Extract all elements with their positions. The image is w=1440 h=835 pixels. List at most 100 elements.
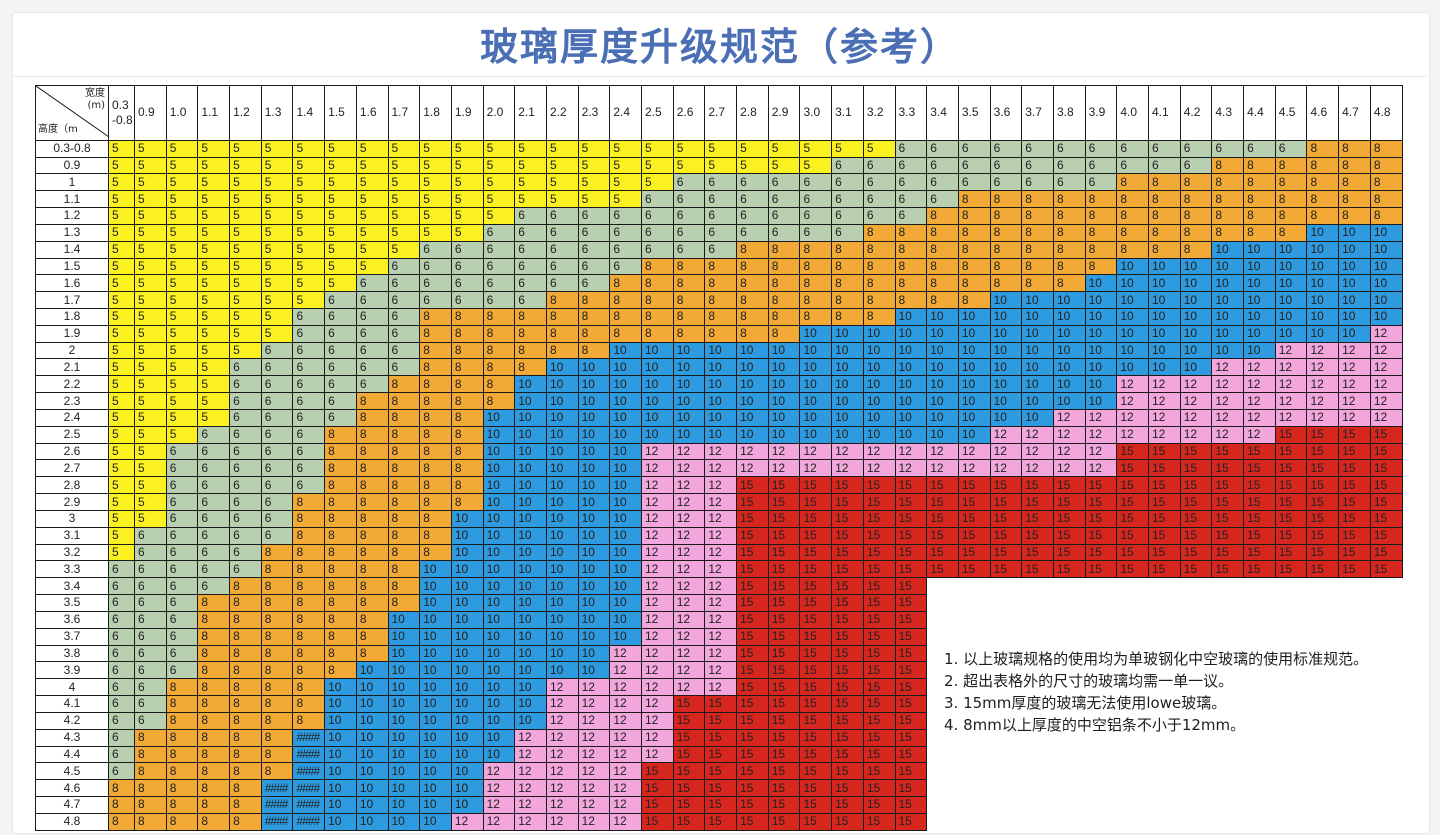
thickness-cell: 10 — [1338, 307, 1371, 326]
thickness-cell: 15 — [894, 762, 928, 781]
empty-cell — [1211, 796, 1244, 814]
width-header: 1.4 — [292, 85, 326, 141]
empty-cell — [1243, 678, 1276, 696]
thickness-cell: 8 — [926, 207, 959, 225]
thickness-cell: 8 — [1211, 190, 1245, 209]
thickness-cell: 6 — [292, 459, 326, 478]
thickness-cell: 6 — [229, 392, 262, 410]
thickness-cell: 12 — [1021, 459, 1054, 478]
thickness-cell: 8 — [514, 324, 547, 343]
thickness-cell: 8 — [672, 307, 706, 326]
thickness-cell: 10 — [609, 610, 642, 629]
empty-cell — [1053, 645, 1086, 662]
empty-cell — [990, 628, 1022, 646]
empty-cell — [1180, 729, 1212, 747]
thickness-cell: 5 — [292, 173, 326, 192]
thickness-cell: 6 — [482, 291, 516, 309]
thickness-cell: 10 — [736, 358, 769, 377]
thickness-cell: 10 — [387, 695, 421, 713]
thickness-cell: 15 — [926, 509, 959, 528]
thickness-cell: 8 — [926, 274, 959, 293]
thickness-cell: 8 — [387, 560, 421, 579]
width-header: 4.7 — [1338, 85, 1371, 141]
thickness-cell: 8 — [799, 274, 833, 293]
thickness-cell: 6 — [134, 526, 167, 545]
empty-cell — [1243, 813, 1276, 831]
thickness-cell: 12 — [577, 762, 611, 781]
height-label: 3.4 — [35, 577, 109, 596]
thickness-cell: 5 — [165, 139, 199, 158]
thickness-cell: 8 — [894, 291, 928, 309]
thickness-cell: 15 — [767, 594, 801, 612]
thickness-cell: 8 — [926, 257, 959, 276]
thickness-cell: 6 — [108, 661, 135, 680]
thickness-cell: 15 — [1338, 476, 1371, 495]
thickness-cell: 10 — [641, 358, 674, 377]
thickness-cell: 15 — [989, 493, 1023, 511]
height-label: 1.7 — [35, 291, 109, 309]
empty-cell — [1116, 779, 1149, 797]
thickness-cell: 8 — [450, 341, 484, 360]
thickness-cell: 15 — [1338, 509, 1371, 528]
thickness-cell: 5 — [355, 190, 389, 209]
thickness-cell: 8 — [1179, 173, 1213, 192]
table-row: 2.1 5 5 5 5 6 6 6 6 6 6 8 8 8 8 10 10 10 10 10 10 10 10 10 10 10 1… — [35, 358, 1403, 377]
thickness-cell: 15 — [831, 711, 864, 730]
thickness-cell: 10 — [831, 341, 864, 360]
thickness-cell: 10 — [704, 425, 738, 444]
thickness-cell: 10 — [482, 476, 516, 495]
thickness-cell: 15 — [1021, 560, 1054, 579]
thickness-cell: 10 — [577, 375, 611, 394]
thickness-cell: 15 — [736, 509, 769, 528]
thickness-cell: 8 — [324, 594, 357, 612]
thickness-cell: 10 — [1021, 291, 1054, 309]
empty-cell — [1053, 661, 1086, 679]
thickness-cell: 10 — [387, 644, 421, 663]
thickness-cell: 8 — [1243, 190, 1276, 209]
thickness-cell: 15 — [831, 594, 864, 612]
thickness-cell: 15 — [1306, 459, 1340, 478]
empty-cell — [1085, 611, 1117, 629]
thickness-cell: 10 — [1148, 324, 1181, 343]
thickness-cell: 6 — [1084, 139, 1118, 158]
thickness-cell: 15 — [1211, 459, 1245, 478]
empty-cell — [1116, 796, 1149, 814]
thickness-cell: 8 — [545, 341, 579, 360]
thickness-cell: 8 — [292, 711, 326, 730]
thickness-cell: 10 — [514, 711, 547, 730]
table-row: 4.8 8 8 8 8 8 #### #### 10 10 10 10 12 12 12 12 12 12 15 15… — [35, 812, 1402, 832]
thickness-cell: 8 — [672, 324, 706, 343]
thickness-cell: 15 — [862, 577, 896, 596]
empty-cell — [1306, 594, 1339, 612]
thickness-cell: 10 — [1084, 341, 1118, 360]
thickness-cell: 15 — [862, 560, 896, 579]
thickness-cell: 15 — [767, 695, 801, 713]
empty-cell — [1370, 628, 1402, 646]
thickness-cell: 5 — [229, 207, 262, 225]
thickness-cell: 10 — [355, 779, 389, 797]
thickness-cell: 8 — [197, 627, 231, 646]
thickness-cell: 15 — [736, 594, 769, 612]
empty-cell — [1053, 796, 1086, 814]
thickness-cell: 15 — [989, 543, 1023, 562]
empty-cell — [1148, 779, 1181, 797]
empty-cell — [1180, 695, 1212, 713]
thickness-cell: 6 — [419, 274, 452, 293]
thickness-cell: 15 — [862, 796, 896, 814]
thickness-cell: 5 — [260, 173, 294, 192]
thickness-cell: 10 — [1369, 307, 1403, 326]
thickness-cell: 12 — [545, 779, 579, 797]
thickness-cell: 15 — [894, 644, 928, 663]
thickness-cell: 15 — [672, 745, 706, 764]
thickness-cell: 15 — [736, 560, 769, 579]
empty-cell — [990, 577, 1022, 595]
thickness-cell: 10 — [1052, 324, 1086, 343]
notes: 1. 以上玻璃规格的使用均为单玻钢化中空玻璃的使用标准规范。 2. 超出表格外的… — [944, 648, 1396, 736]
thickness-cell: 15 — [1211, 493, 1245, 511]
thickness-cell: 12 — [1116, 375, 1149, 394]
thickness-cell: 10 — [450, 526, 484, 545]
thickness-cell: 8 — [229, 779, 262, 797]
thickness-cell: 10 — [894, 425, 928, 444]
empty-cell — [1116, 746, 1149, 763]
thickness-cell: 10 — [450, 627, 484, 646]
